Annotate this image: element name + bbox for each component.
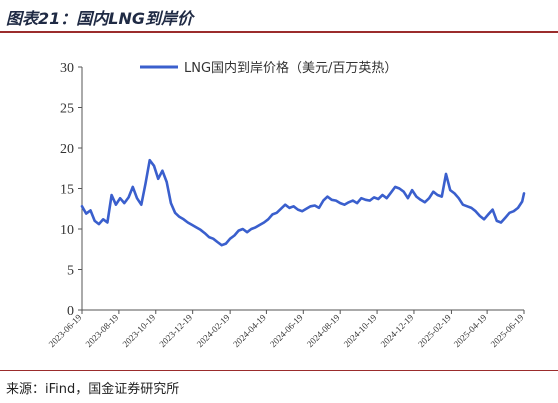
y-tick-label: 25 [60, 102, 74, 117]
y-tick-label: 20 [60, 142, 74, 157]
title-divider [0, 31, 558, 33]
line-chart: 0 5 10 15 20 25 30 2023-06-19 2023-08-19 2023-10-… [47, 60, 526, 349]
y-tick-label: 30 [60, 61, 74, 76]
x-tick-label: 2024-02-19 [195, 312, 232, 349]
x-tick-label: 2025-06-19 [489, 312, 526, 349]
series-layer [80, 158, 526, 247]
y-tick-label: 5 [67, 264, 74, 279]
x-tick-label: 2023-08-19 [84, 312, 121, 349]
y-tick-label: 0 [67, 304, 74, 319]
footer-divider [0, 370, 558, 371]
legend-label: LNG国内到岸价格（美元/百万英热） [184, 60, 397, 76]
x-tick-label: 2025-02-19 [416, 312, 453, 349]
x-tick-label: 2024-06-19 [268, 312, 305, 349]
x-tick-label: 2024-04-19 [231, 312, 268, 349]
x-tick-label: 2025-04-19 [452, 312, 489, 349]
chart-legend: LNG国内到岸价格（美元/百万英热） [140, 60, 397, 76]
y-tick-label: 15 [60, 183, 74, 198]
x-tick-label: 2024-12-19 [379, 312, 416, 349]
y-tick-label: 10 [60, 223, 74, 238]
x-tick-label: 2024-10-19 [342, 312, 379, 349]
x-tick-label: 2023-06-19 [47, 312, 84, 349]
figure-title: 图表21：国内LNG到岸价 [6, 9, 193, 28]
x-tick-label: 2024-08-19 [305, 312, 342, 349]
series-line-lng-price [80, 158, 526, 247]
source-note: 来源：iFind，国金证券研究所 [6, 382, 180, 397]
x-tick-label: 2023-12-19 [157, 312, 194, 349]
x-tick-label: 2023-10-19 [120, 312, 157, 349]
